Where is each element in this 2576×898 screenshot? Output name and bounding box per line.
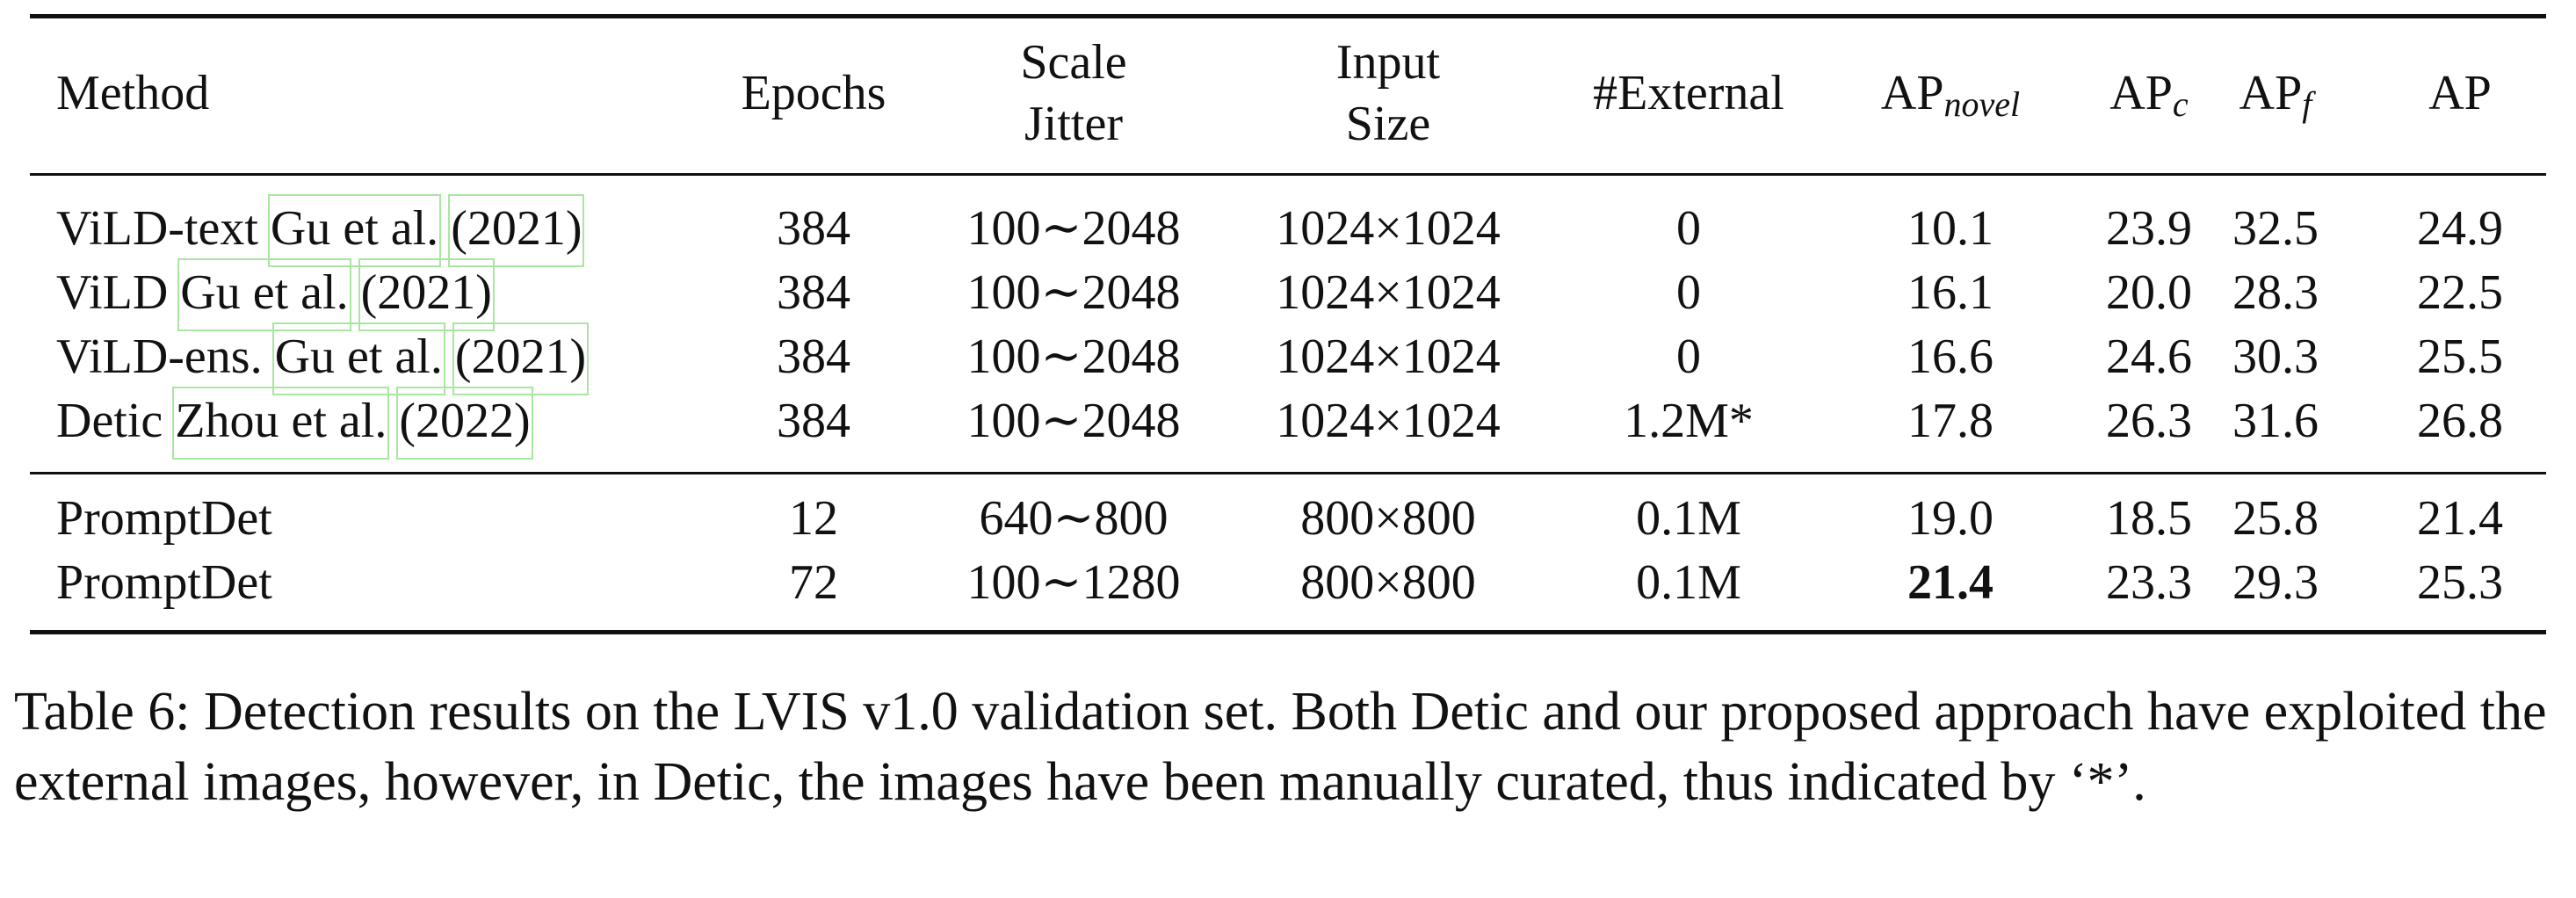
row-epochs: 384	[777, 330, 850, 384]
citation-link[interactable]: Gu et al.	[267, 194, 442, 267]
header-ap-f: APf	[2239, 66, 2312, 124]
row-ap: 21.4	[2417, 491, 2503, 546]
citation-link[interactable]: (2022)	[396, 387, 533, 460]
header-method: Method	[56, 66, 210, 120]
row-ap: 24.9	[2417, 201, 2503, 256]
header-input-size-line1: Input	[1335, 35, 1441, 90]
row-ap-f: 29.3	[2232, 555, 2319, 610]
row-method: Detic Zhou et al. (2022)	[56, 387, 533, 460]
row-ap-f: 25.8	[2232, 491, 2319, 546]
row-external: 0.1M	[1636, 555, 1741, 610]
header-scale-jitter-line2: Jitter	[1024, 97, 1123, 151]
row-ap-c: 24.6	[2106, 330, 2192, 384]
bottom-rule	[30, 630, 2546, 634]
row-ap-f: 32.5	[2232, 201, 2319, 256]
row-ap: 22.5	[2417, 265, 2503, 320]
row-scale-jitter: 100∼2048	[966, 330, 1181, 384]
row-ap-f: 31.6	[2232, 394, 2319, 448]
row-input-size: 1024×1024	[1276, 394, 1501, 448]
row-ap: 26.8	[2417, 394, 2503, 448]
row-ap-c: 26.3	[2106, 394, 2192, 448]
row-ap-novel: 17.8	[1907, 394, 1994, 448]
row-ap-c: 20.0	[2106, 265, 2192, 320]
row-ap-novel: 19.0	[1907, 491, 1994, 546]
row-epochs: 384	[777, 394, 850, 448]
row-input-size: 1024×1024	[1276, 201, 1501, 256]
row-ap-c: 23.3	[2106, 555, 2192, 610]
header-ap-c: APc	[2109, 66, 2189, 124]
row-input-size: 1024×1024	[1276, 265, 1501, 320]
row-external: 1.2M*	[1624, 394, 1754, 448]
header-rule	[30, 173, 2546, 176]
row-ap: 25.3	[2417, 555, 2503, 610]
row-epochs: 72	[789, 555, 838, 610]
row-method: PromptDet	[56, 491, 272, 546]
row-scale-jitter: 100∼2048	[966, 265, 1181, 320]
row-input-size: 800×800	[1300, 555, 1476, 610]
row-scale-jitter: 640∼800	[979, 491, 1169, 546]
row-ap-c: 18.5	[2106, 491, 2192, 546]
header-epochs: Epochs	[741, 66, 886, 120]
header-ap: AP	[2428, 66, 2492, 120]
citation-link[interactable]: (2021)	[452, 322, 590, 395]
row-epochs: 384	[777, 265, 850, 320]
row-ap: 25.5	[2417, 330, 2503, 384]
citation-link[interactable]: Gu et al.	[177, 258, 351, 331]
row-scale-jitter: 100∼1280	[966, 555, 1181, 610]
citation-link[interactable]: Gu et al.	[271, 322, 446, 395]
row-method: ViLD-text Gu et al. (2021)	[56, 194, 585, 267]
row-external: 0	[1676, 201, 1701, 256]
row-epochs: 384	[777, 201, 850, 256]
row-method: ViLD Gu et al. (2021)	[56, 258, 496, 331]
citation-link[interactable]: (2021)	[358, 258, 496, 331]
row-external: 0	[1676, 330, 1701, 384]
row-scale-jitter: 100∼2048	[966, 201, 1181, 256]
group-separator-rule	[30, 472, 2546, 474]
table-caption: Table 6: Detection results on the LVIS v…	[14, 682, 2547, 812]
header-input-size-line2: Size	[1345, 97, 1431, 151]
row-ap-c: 23.9	[2106, 201, 2192, 256]
header-scale-jitter-line1: Scale	[1020, 35, 1127, 90]
row-ap-novel-best: 21.4	[1907, 555, 1994, 610]
citation-link[interactable]: Zhou et al.	[172, 387, 390, 460]
row-epochs: 12	[789, 491, 838, 546]
row-input-size: 1024×1024	[1276, 330, 1501, 384]
row-method: ViLD-ens. Gu et al. (2021)	[56, 322, 590, 395]
header-ap-novel: APnovel	[1880, 66, 2021, 124]
row-input-size: 800×800	[1300, 491, 1476, 546]
row-ap-novel: 16.1	[1907, 265, 1994, 320]
row-method: PromptDet	[56, 555, 272, 610]
top-rule	[30, 14, 2546, 18]
row-ap-f: 28.3	[2232, 265, 2319, 320]
header-external: #External	[1593, 66, 1784, 120]
row-ap-f: 30.3	[2232, 330, 2319, 384]
citation-link[interactable]: (2021)	[448, 194, 585, 267]
row-external: 0	[1676, 265, 1701, 320]
row-scale-jitter: 100∼2048	[966, 394, 1181, 448]
row-ap-novel: 16.6	[1907, 330, 1994, 384]
row-external: 0.1M	[1636, 491, 1741, 546]
row-ap-novel: 10.1	[1907, 201, 1994, 256]
